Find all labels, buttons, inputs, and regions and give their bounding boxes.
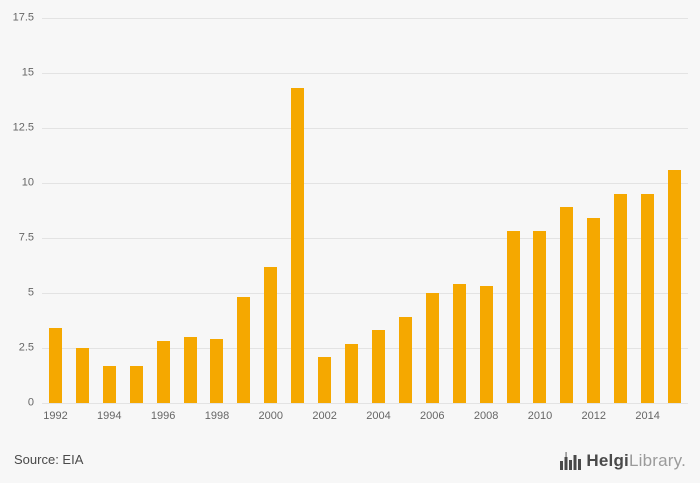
bar-1998[interactable] [210, 339, 224, 403]
bar-1992[interactable] [48, 328, 62, 403]
gridline [42, 18, 688, 19]
x-axis-tick-label: 2004 [366, 410, 391, 422]
bar-2015[interactable] [668, 169, 682, 403]
gridline [42, 293, 688, 294]
y-axis-tick-label: 15 [21, 66, 34, 79]
x-axis-tick-label: 2010 [527, 410, 553, 422]
helgi-library-logo[interactable]: HelgiLibrary. [560, 451, 686, 471]
gridline [42, 238, 688, 239]
bar-2007[interactable] [452, 284, 466, 403]
x-axis-tick-label: 1998 [204, 410, 230, 422]
y-axis-tick-label: 10 [21, 176, 34, 189]
x-axis-tick-label: 2008 [473, 410, 499, 422]
bar-2000[interactable] [264, 266, 278, 403]
bar-2001[interactable] [291, 88, 305, 403]
gridline [42, 73, 688, 74]
bar-2009[interactable] [506, 231, 520, 403]
y-axis-tick-label: 7.5 [18, 231, 34, 244]
x-axis-tick-label: 1994 [97, 410, 122, 422]
x-axis-tick-label: 1992 [43, 410, 68, 422]
x-axis-tick-label: 2006 [420, 410, 445, 422]
logo-text: HelgiLibrary. [586, 451, 686, 471]
y-axis-tick-label: 5 [27, 286, 34, 299]
bar-2003[interactable] [345, 343, 359, 403]
bar-2005[interactable] [398, 317, 412, 403]
bar-chart-logo-icon [560, 452, 582, 470]
bar-2006[interactable] [425, 293, 439, 403]
x-axis-tick-label: 2000 [258, 410, 284, 422]
bar-2013[interactable] [614, 194, 628, 403]
y-axis-tick-label: 2.5 [18, 341, 34, 354]
bar-1999[interactable] [237, 297, 251, 403]
y-axis-tick-label: 0 [27, 396, 34, 409]
y-axis-tick-label: 17.5 [12, 11, 34, 24]
logo-text-library: Library. [628, 451, 686, 470]
bar-1996[interactable] [156, 341, 170, 403]
gridline [42, 403, 688, 404]
x-axis-tick-label: 2012 [581, 410, 607, 422]
logo-text-helgi: Helgi [586, 451, 629, 470]
source-label: Source: EIA [14, 452, 84, 467]
bar-1993[interactable] [75, 348, 89, 403]
x-axis-tick-label: 2002 [312, 410, 337, 422]
bar-2002[interactable] [318, 356, 332, 403]
gridline [42, 128, 688, 129]
x-axis-tick-label: 2014 [635, 410, 660, 422]
y-axis-tick-label: 12.5 [12, 121, 34, 134]
bar-2008[interactable] [479, 286, 493, 403]
bar-2011[interactable] [560, 207, 574, 403]
bar-2012[interactable] [587, 218, 601, 403]
bar-1994[interactable] [102, 365, 116, 403]
gridline [42, 183, 688, 184]
x-axis-tick-label: 1996 [150, 410, 176, 422]
bar-2014[interactable] [641, 194, 655, 403]
bar-1995[interactable] [129, 365, 143, 403]
gridline [42, 348, 688, 349]
bar-2010[interactable] [533, 231, 547, 403]
bar-2004[interactable] [371, 330, 385, 403]
bar-1997[interactable] [183, 337, 197, 403]
